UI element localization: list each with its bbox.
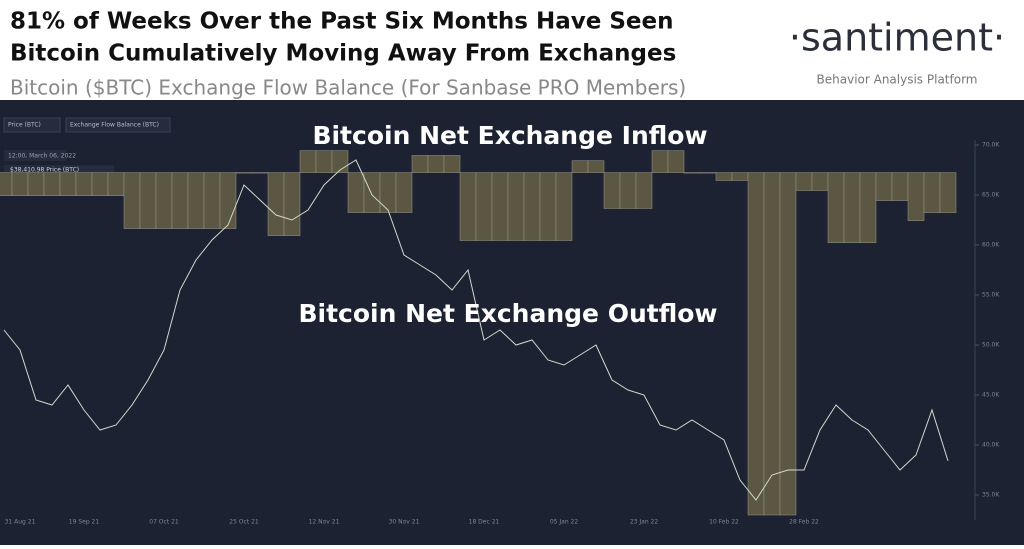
y-tick-label: 45.0K xyxy=(982,392,1000,399)
flow-step xyxy=(747,172,765,516)
flow-step xyxy=(539,172,557,241)
x-tick-label: 30 Nov 21 xyxy=(389,519,420,526)
flow-step xyxy=(443,155,461,173)
flow-step xyxy=(923,172,941,213)
flow-step xyxy=(683,172,701,174)
annotation: Bitcoin Net Exchange Outflow xyxy=(298,299,717,328)
flow-step xyxy=(731,172,749,181)
x-tick-label: 05 Jan 22 xyxy=(550,519,579,526)
y-tick-label: 65.0K xyxy=(982,192,1000,199)
flow-step xyxy=(699,172,717,174)
x-tick-label: 25 Oct 21 xyxy=(229,519,259,526)
flow-step xyxy=(155,172,173,229)
flow-step xyxy=(299,150,317,173)
flow-step xyxy=(507,172,525,241)
title-line: 81% of Weeks Over the Past Six Months Ha… xyxy=(10,9,673,35)
flow-step xyxy=(395,172,413,213)
flow-step xyxy=(459,172,477,241)
flow-step xyxy=(411,155,429,173)
flow-step xyxy=(635,172,653,209)
toolbar-tab[interactable] xyxy=(3,117,61,133)
flow-step xyxy=(363,172,381,213)
y-tick-label: 40.0K xyxy=(982,442,1000,449)
flow-step xyxy=(347,172,365,213)
flow-step xyxy=(267,172,285,236)
flow-step xyxy=(891,172,909,201)
flow-step xyxy=(827,172,845,243)
flow-step xyxy=(107,172,125,196)
flow-step xyxy=(603,172,621,209)
y-tick-label: 35.0K xyxy=(982,492,1000,499)
toolbar-tab-label[interactable]: Exchange Flow Balance (BTC) xyxy=(70,122,159,129)
x-tick-label: 12 Nov 21 xyxy=(309,519,340,526)
flow-step xyxy=(0,172,13,196)
flow-step xyxy=(91,172,109,196)
x-tick-label: 31 Aug 21 xyxy=(5,519,36,526)
x-tick-label: 19 Sep 21 xyxy=(69,519,100,526)
flow-step xyxy=(27,172,45,196)
flow-step xyxy=(811,172,829,191)
flow-step xyxy=(843,172,861,243)
x-tick-label: 18 Dec 21 xyxy=(469,519,500,526)
flow-step xyxy=(779,172,797,516)
readout-bg xyxy=(4,150,66,161)
flow-step xyxy=(59,172,77,196)
y-tick-label: 60.0K xyxy=(982,242,1000,249)
flow-step xyxy=(763,172,781,516)
toolbar-tab-label[interactable]: Price (BTC) xyxy=(8,122,41,129)
plot-layer: 35.0K 40.0K 45.0K 50.0K 55.0K 60.0K 65.0K 70.0K… xyxy=(0,142,1000,526)
flow-step xyxy=(491,172,509,241)
toolbar-tab[interactable] xyxy=(65,117,171,133)
x-tick-label: 10 Feb 22 xyxy=(709,519,739,526)
flow-step xyxy=(171,172,189,229)
flow-step xyxy=(219,172,237,229)
flow-step xyxy=(203,172,221,229)
flow-step xyxy=(619,172,637,209)
flow-step xyxy=(331,150,349,173)
subtitle: Bitcoin ($BTC) Exchange Flow Balance (Fo… xyxy=(10,76,686,100)
flow-step xyxy=(315,150,333,173)
readout-date: 12:00, March 06, 2022 xyxy=(8,153,76,160)
flow-step xyxy=(555,172,573,241)
x-tick-label: 28 Feb 22 xyxy=(789,519,819,526)
brand-tagline: Behavior Analysis Platform xyxy=(817,73,978,87)
flow-step xyxy=(123,172,141,229)
flow-step xyxy=(795,172,813,191)
flow-step xyxy=(75,172,93,196)
y-tick-label: 70.0K xyxy=(982,142,1000,149)
flow-step xyxy=(475,172,493,241)
y-tick-label: 55.0K xyxy=(982,292,1000,299)
flow-step xyxy=(11,172,29,196)
flow-step xyxy=(859,172,877,243)
flow-step xyxy=(907,172,925,221)
x-tick-label: 23 Jan 22 xyxy=(630,519,659,526)
flow-step xyxy=(651,150,669,173)
flow-step xyxy=(587,160,605,173)
brand: ·santiment· xyxy=(789,16,1005,60)
flow-step xyxy=(283,172,301,236)
price-line xyxy=(3,159,949,501)
flow-step xyxy=(875,172,893,201)
header-bg xyxy=(0,0,1024,100)
flow-step xyxy=(43,172,61,196)
flow-step xyxy=(187,172,205,229)
annotation: Bitcoin Net Exchange Inflow xyxy=(312,121,707,150)
y-tick-label: 50.0K xyxy=(982,342,1000,349)
flow-step xyxy=(427,155,445,173)
flow-step xyxy=(523,172,541,241)
flow-step xyxy=(251,172,269,174)
readout-price: $38,410.98 Price (BTC) xyxy=(10,167,79,174)
flow-step xyxy=(139,172,157,229)
flow-step xyxy=(939,172,957,213)
flow-step xyxy=(379,172,397,213)
title-line: Bitcoin Cumulatively Moving Away From Ex… xyxy=(10,41,676,67)
flow-step xyxy=(667,150,685,173)
flow-step xyxy=(571,160,589,173)
x-tick-label: 07 Oct 21 xyxy=(149,519,179,526)
flow-step xyxy=(235,172,253,174)
flow-step xyxy=(715,172,733,181)
